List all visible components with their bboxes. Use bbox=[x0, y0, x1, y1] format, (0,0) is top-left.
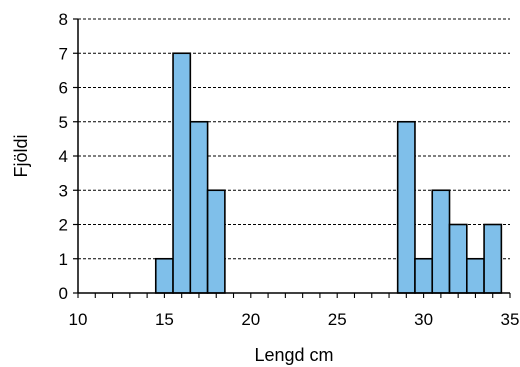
y-axis-title: Fjöldi bbox=[11, 134, 31, 177]
x-tick-label: 30 bbox=[414, 310, 433, 329]
y-tick-label: 7 bbox=[59, 44, 68, 63]
y-tick-label: 6 bbox=[59, 79, 68, 98]
bars bbox=[154, 52, 503, 294]
x-axis-title: Lengd cm bbox=[254, 345, 333, 365]
histogram-bar bbox=[465, 257, 485, 294]
histogram-bar bbox=[206, 189, 226, 294]
y-tick-label: 2 bbox=[59, 216, 68, 235]
y-tick-labels: 0 1 2 3 4 5 6 7 8 bbox=[59, 10, 68, 303]
y-tick-label: 4 bbox=[59, 147, 68, 166]
x-tick-label: 35 bbox=[501, 310, 520, 329]
gridlines bbox=[78, 18, 510, 260]
y-tick-label: 1 bbox=[59, 250, 68, 269]
histogram-bar bbox=[189, 120, 209, 294]
histogram-bar bbox=[172, 52, 192, 294]
histogram-bar bbox=[396, 120, 416, 294]
axes bbox=[73, 18, 511, 298]
x-tick-label: 15 bbox=[155, 310, 174, 329]
x-tick-label: 25 bbox=[328, 310, 347, 329]
y-tick-label: 3 bbox=[59, 181, 68, 200]
x-tick-label: 10 bbox=[69, 310, 88, 329]
x-tick-label: 20 bbox=[241, 310, 260, 329]
x-tick-labels: 10 15 20 25 30 35 bbox=[69, 310, 520, 329]
y-tick-label: 8 bbox=[59, 10, 68, 29]
histogram-bar bbox=[448, 223, 468, 294]
histogram-bar bbox=[414, 257, 434, 294]
y-tick-label: 0 bbox=[59, 284, 68, 303]
y-tick-label: 5 bbox=[59, 113, 68, 132]
histogram-bar bbox=[483, 223, 503, 294]
histogram-bar bbox=[154, 257, 174, 294]
histogram-bar bbox=[431, 189, 451, 294]
